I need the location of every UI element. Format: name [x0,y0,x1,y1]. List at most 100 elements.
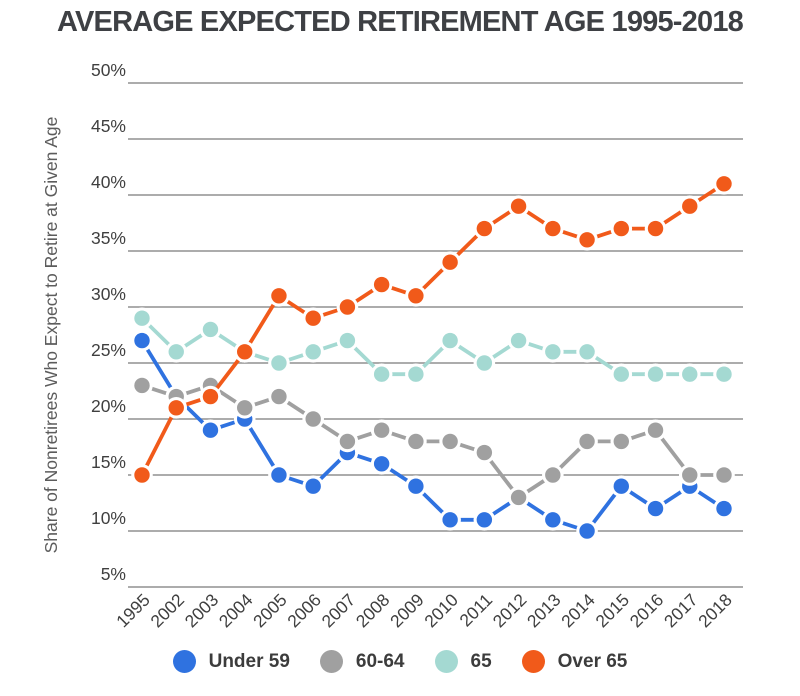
data-point-under-59 [716,500,732,517]
x-tick-label: 2006 [283,590,325,632]
legend-dot-60-64-icon [319,650,343,673]
y-tick-label: 10% [91,508,126,528]
data-point-60-64 [579,433,595,450]
data-point-over-65 [510,198,527,214]
data-point-over-65 [202,388,219,405]
data-point-over-65 [237,344,253,360]
data-point-over-65 [476,220,493,237]
data-point-60-64 [373,422,390,438]
data-point-under-59 [408,478,424,494]
y-tick-label: 5% [101,564,126,584]
data-point-over-65 [305,310,321,326]
data-point-60-64 [134,377,150,394]
y-tick-label: 45% [91,116,126,136]
x-tick-label: 1995 [112,590,154,632]
data-point-under-59 [373,456,390,472]
x-tick-label: 2016 [626,590,668,632]
data-point-under-59 [271,467,287,483]
data-point-65 [168,344,184,360]
x-tick-label: 2012 [489,590,531,632]
legend-dot-under-59-icon [172,650,196,673]
series-line-60-64 [141,383,724,500]
x-tick-label: 2014 [557,590,599,632]
legend-dot-over-65-icon [521,650,545,673]
x-tick-label: 2005 [249,590,291,632]
data-point-65 [442,332,458,349]
data-point-over-65 [408,288,424,304]
data-point-60-64 [237,400,253,416]
data-point-65 [202,321,219,338]
data-point-under-59 [134,332,150,349]
x-tick-label: 2018 [694,590,736,632]
legend-item-under-59: Under 59 [172,650,290,673]
legend-item-60-64: 60-64 [319,650,405,673]
data-point-over-65 [442,254,458,270]
data-point-under-59 [202,422,219,438]
data-point-65 [339,332,356,349]
data-point-60-64 [339,433,356,450]
y-tick-label: 30% [91,284,126,304]
x-tick-label: 2008 [352,590,394,632]
data-point-65 [134,310,150,326]
data-point-60-64 [716,467,732,483]
data-point-under-59 [476,512,493,528]
data-point-60-64 [408,433,424,450]
data-point-over-65 [716,176,732,192]
legend-label-under-59: Under 59 [208,650,290,672]
x-tick-label: 2013 [523,590,565,632]
data-point-65 [682,366,698,382]
data-point-over-65 [134,467,150,483]
data-point-under-59 [647,500,664,517]
y-tick-label: 25% [91,340,126,360]
data-point-65 [545,344,561,360]
y-tick-label: 50% [91,60,126,80]
data-point-65 [373,366,390,382]
legend-label-over-65: Over 65 [557,650,628,672]
y-tick-label: 35% [91,228,126,248]
data-point-under-59 [442,512,458,528]
x-tick-label: 2009 [386,590,428,632]
line-chart-plot-area: 50%45%40%35%30%25%20%15%10%5%19952002200… [41,60,743,632]
chart-legend: Under 59 60-64 65 Over 65 [0,650,800,673]
legend-item-65: 65 [434,650,492,673]
series-line-over-65 [140,182,726,476]
x-tick-label: 2017 [660,590,702,632]
data-point-over-65 [168,400,184,416]
legend-item-over-65: Over 65 [521,650,628,673]
data-point-under-59 [305,478,321,494]
data-point-over-65 [339,299,356,315]
data-point-65 [579,344,595,360]
legend-label-65: 65 [470,650,492,672]
data-point-65 [716,366,732,382]
y-axis-title: Share of Nonretirees Who Expect to Retir… [41,117,61,554]
data-point-60-64 [476,444,493,461]
x-tick-label: 2002 [146,590,188,632]
data-point-60-64 [305,411,321,427]
data-point-65 [305,344,321,360]
data-point-65 [613,366,629,382]
data-point-60-64 [613,433,629,450]
data-point-65 [647,366,664,382]
data-point-60-64 [271,388,287,405]
data-point-65 [476,355,493,371]
data-point-over-65 [271,288,287,304]
x-tick-label: 2003 [181,590,223,632]
data-point-under-59 [545,512,561,528]
data-point-65 [271,355,287,371]
data-point-over-65 [373,276,390,293]
data-point-over-65 [682,198,698,214]
y-tick-label: 15% [91,452,126,472]
data-point-65 [510,332,527,349]
data-point-over-65 [613,220,629,237]
data-point-over-65 [579,232,595,248]
x-tick-label: 2015 [591,590,633,632]
data-point-65 [408,366,424,382]
x-tick-label: 2007 [318,590,360,632]
data-point-over-65 [647,220,664,237]
y-tick-label: 20% [91,396,126,416]
data-point-60-64 [682,467,698,483]
data-point-60-64 [442,433,458,450]
data-point-under-59 [613,478,629,494]
data-point-60-64 [545,467,561,483]
